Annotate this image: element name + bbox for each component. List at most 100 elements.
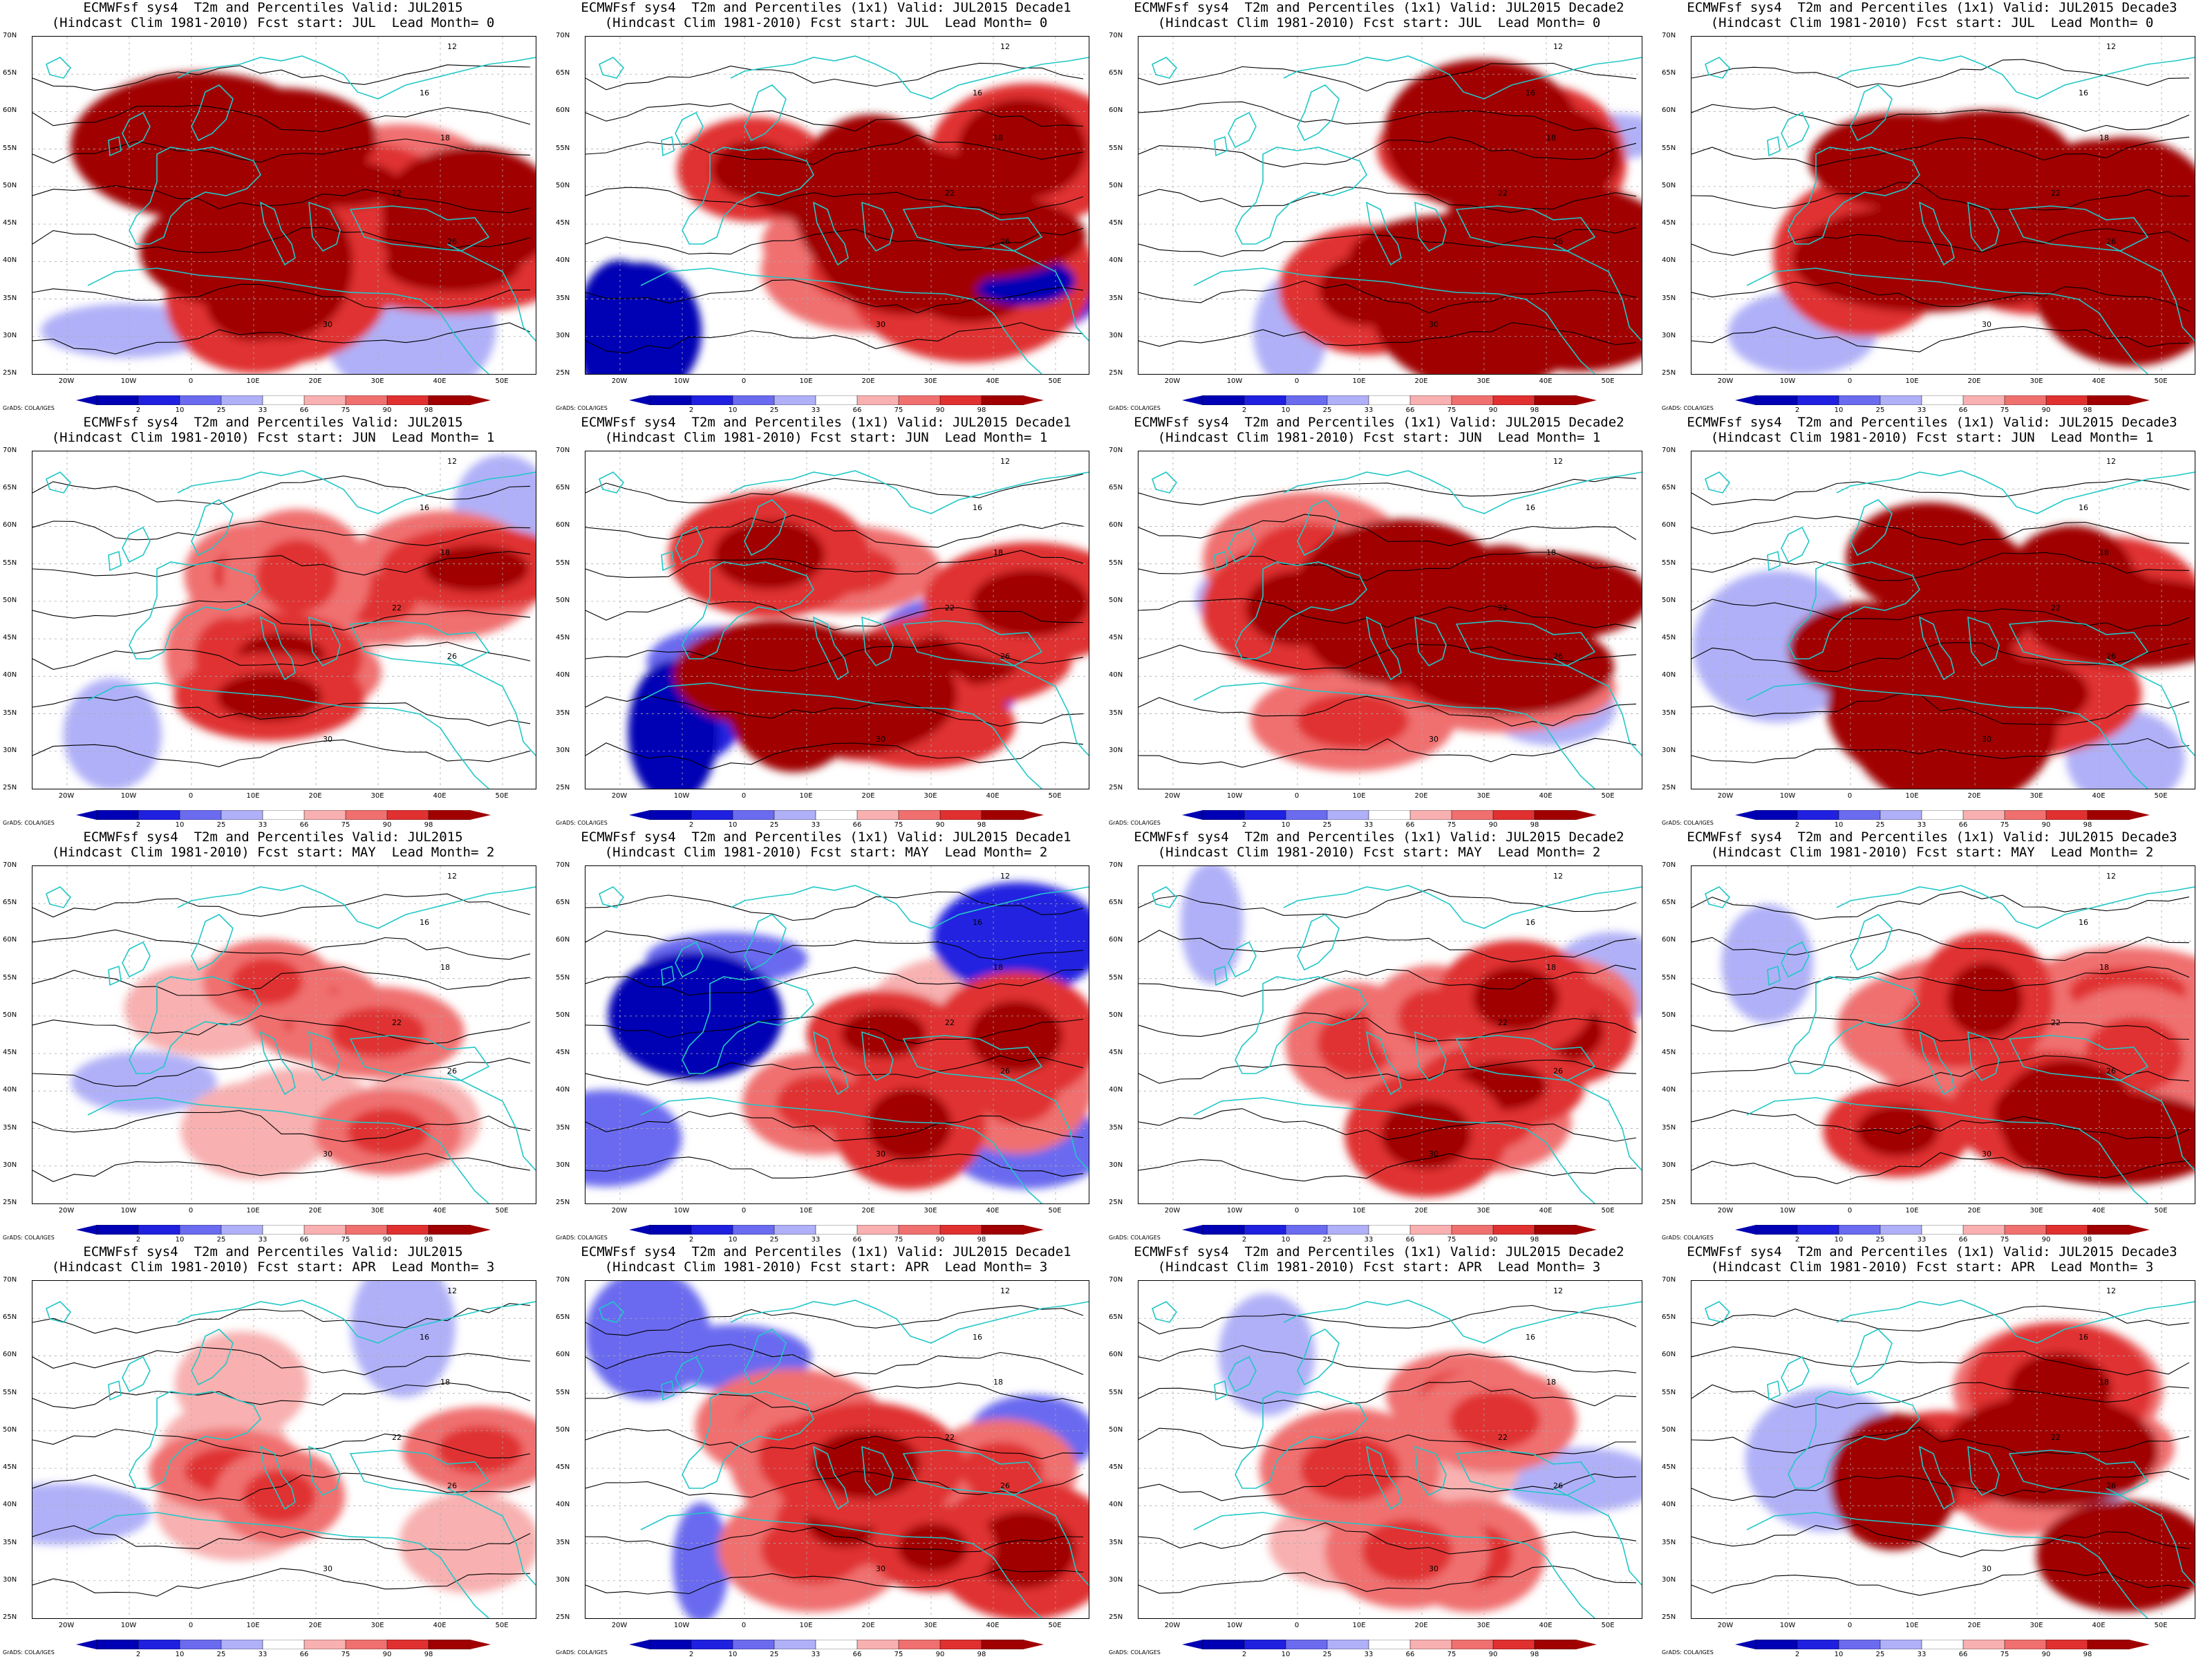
- contour-label: 18: [2099, 963, 2109, 972]
- map-panel: ECMWFsf sys4 T2m and Percentiles (1x1) V…: [1659, 415, 2205, 830]
- coastline: [861, 616, 894, 667]
- temperature-contour: [1138, 738, 1637, 768]
- contour-label: 30: [876, 1150, 885, 1159]
- temperature-contour: [585, 742, 1084, 770]
- map-panel: ECMWFsf sys4 T2m and Percentiles (1x1) V…: [1659, 830, 2205, 1244]
- lat-label: 60N: [556, 936, 570, 944]
- percentile-shading: [63, 678, 162, 789]
- colorbar-segment: [1755, 1640, 1798, 1649]
- map-panel: ECMWFsf sys4 T2m and Percentiles Valid: …: [0, 1244, 546, 1659]
- colorbar-arrow-right: [1576, 395, 1597, 405]
- lat-label: 50N: [1662, 181, 1676, 189]
- colorbar-segment: [898, 1640, 941, 1649]
- colorbar-arrow-right: [470, 1225, 491, 1235]
- colorbar-segment: [386, 1640, 429, 1649]
- temperature-contour: [1138, 889, 1637, 919]
- lat-label: 55N: [3, 973, 17, 982]
- colorbar-segment: [386, 395, 429, 405]
- grads-credit: GrADS: COLA/IGES: [3, 820, 55, 826]
- colorbar-segment: [1838, 395, 1881, 405]
- colorbar-segment: [939, 1640, 982, 1649]
- colorbar-arrow-right: [1576, 1225, 1597, 1235]
- panel-title: ECMWFsf sys4 T2m and Percentiles (1x1) V…: [1106, 415, 1652, 445]
- coastline: [902, 620, 1043, 666]
- coastline: [1193, 268, 1595, 374]
- colorbar-segment: [1409, 1640, 1452, 1649]
- colorbar-segment: [2004, 810, 2047, 820]
- contour-label: 26: [2106, 1067, 2116, 1076]
- temperature-contour: [32, 551, 531, 577]
- colorbar-segment: [2004, 395, 2047, 405]
- contour-label: 18: [993, 963, 1003, 972]
- coastline: [108, 135, 122, 157]
- colorbar-segment: [1838, 810, 1881, 820]
- colorbar-label: 90: [1488, 1236, 1498, 1244]
- colorbar-segment: [428, 810, 471, 820]
- temperature-contour: [1691, 1470, 2190, 1501]
- temperature-contour: [585, 597, 1084, 630]
- colorbar-arrow-right: [470, 1640, 491, 1649]
- percentile-shading: [585, 1089, 682, 1187]
- lat-label: 45N: [556, 1049, 570, 1057]
- colorbar-segment: [2004, 1640, 2047, 1649]
- colorbar-label: 75: [2000, 1651, 2009, 1658]
- temperature-contour: [1138, 1304, 1637, 1335]
- lon-label: 0: [1294, 1622, 1300, 1629]
- temperature-contour: [585, 1055, 1084, 1086]
- temperature-contour: [1691, 104, 2190, 132]
- contour-label: 26: [1000, 1067, 1010, 1076]
- contour-label: 12: [2106, 1286, 2116, 1295]
- colorbar-segment: [1880, 810, 1922, 820]
- lat-label: 25N: [3, 1613, 17, 1621]
- coastline: [861, 1031, 894, 1082]
- grads-credit: GrADS: COLA/IGES: [3, 405, 55, 411]
- colorbar-segment: [981, 810, 1024, 820]
- coastline: [259, 1031, 296, 1096]
- lat-label: 65N: [3, 484, 17, 492]
- colorbar-segment: [179, 810, 222, 820]
- lat-label: 70N: [556, 1276, 570, 1284]
- colorbar-label: 33: [258, 1651, 268, 1658]
- contour-label: 18: [1546, 133, 1556, 142]
- map-canvas: 12 16 18 22 26 30: [1691, 865, 2195, 1204]
- lat-label: 65N: [556, 69, 570, 77]
- colorbar-segment: [179, 395, 222, 405]
- lat-label: 50N: [1109, 596, 1123, 604]
- lat-label: 55N: [1662, 1388, 1676, 1396]
- coastline: [1746, 1512, 2148, 1618]
- colorbar-label: 33: [811, 821, 821, 829]
- contour-label: 16: [420, 918, 429, 927]
- contour-label: 26: [1553, 237, 1563, 246]
- colorbar-segment: [1451, 1640, 1494, 1649]
- lat-label: 30N: [1109, 1575, 1123, 1584]
- colorbar-label: 66: [299, 1651, 309, 1658]
- contour-label: 12: [1000, 872, 1010, 881]
- colorbar-label: 33: [258, 406, 268, 414]
- temperature-contour: [1138, 136, 1637, 168]
- lat-label: 45N: [1662, 219, 1676, 227]
- lon-label: 10W: [673, 792, 690, 800]
- temperature-contour: [1691, 1427, 2190, 1456]
- percentile-shading-core: [971, 569, 1089, 637]
- lat-label: 30N: [556, 1161, 570, 1169]
- lat-label: 70N: [556, 861, 570, 869]
- colorbar-segment: [1327, 810, 1369, 820]
- colorbar-label: 2: [135, 821, 141, 829]
- coastline: [129, 1391, 261, 1489]
- temperature-contour: [585, 1527, 1084, 1553]
- colorbar-segment: [691, 1640, 733, 1649]
- colorbar-label: 25: [1322, 821, 1332, 829]
- contour-label: 16: [2079, 1333, 2088, 1342]
- lat-label: 35N: [1109, 294, 1123, 302]
- temperature-contour: [32, 966, 531, 996]
- panel-title: ECMWFsf sys4 T2m and Percentiles (1x1) V…: [1659, 0, 2205, 30]
- lat-label: 60N: [3, 936, 17, 944]
- map-panel: ECMWFsf sys4 T2m and Percentiles Valid: …: [0, 415, 546, 830]
- coastline: [730, 55, 1089, 100]
- grads-credit: GrADS: COLA/IGES: [556, 1649, 608, 1656]
- temperature-contour: [1138, 322, 1637, 347]
- lon-label: 40E: [986, 1207, 1000, 1215]
- contour-label: 30: [1982, 735, 1991, 744]
- colorbar-segment: [262, 1225, 305, 1235]
- contour-label: 12: [2106, 872, 2116, 881]
